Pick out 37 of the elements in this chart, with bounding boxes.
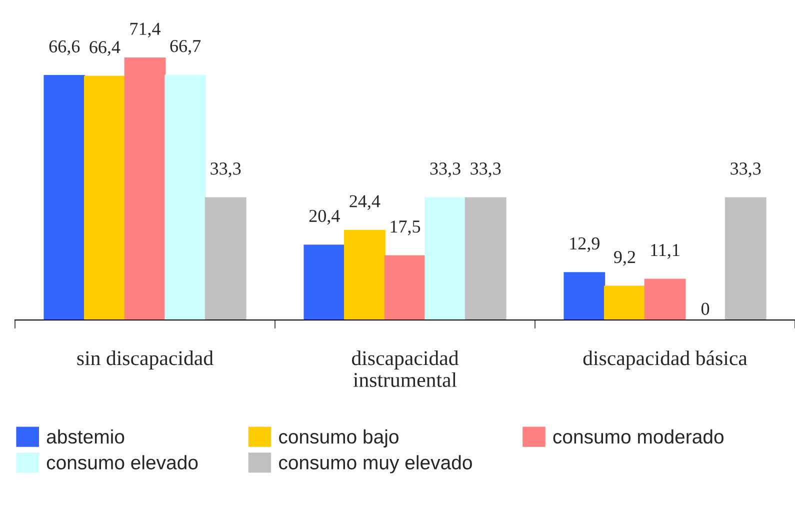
- legend-label: consumo elevado: [46, 455, 198, 470]
- legend-label: consumo moderado: [553, 429, 724, 444]
- data-label: 66,7: [170, 40, 201, 55]
- data-label: 66,6: [49, 40, 80, 56]
- data-label: 17,5: [390, 220, 420, 236]
- bar: [124, 57, 166, 320]
- data-label: 24,4: [350, 195, 380, 210]
- data-label: 9,2: [614, 250, 635, 266]
- bar: [84, 76, 126, 320]
- bar: [604, 286, 646, 320]
- data-label: 33,3: [470, 162, 501, 178]
- data-label: 20,4: [309, 210, 340, 225]
- data-label: 12,9: [570, 237, 600, 252]
- x-tick-label: discapacidad básica: [583, 350, 748, 370]
- data-label: 11,1: [651, 244, 680, 259]
- data-label: 33,3: [210, 162, 241, 178]
- bar: [384, 255, 426, 320]
- data-label: 33,3: [730, 162, 761, 178]
- data-label: 0: [701, 302, 710, 315]
- bar: [424, 197, 466, 320]
- legend-label: abstemio: [46, 429, 124, 444]
- bar: [164, 74, 206, 320]
- bar: [204, 197, 246, 320]
- legend-label: consumo muy elevado: [279, 455, 472, 474]
- data-label: 66,4: [90, 41, 120, 56]
- data-label: 71,4: [130, 22, 161, 38]
- bar: [644, 278, 686, 320]
- bar: [344, 230, 386, 320]
- data-label: 33,3: [430, 162, 460, 178]
- x-tick-label: discapacidad instrumental: [352, 350, 459, 387]
- bar: [464, 197, 506, 320]
- legend-label: consumo bajo: [279, 429, 398, 448]
- x-tick-label: sin discapacidad: [77, 350, 214, 370]
- bar: [724, 197, 766, 320]
- bar: [564, 272, 606, 320]
- bar: [44, 75, 86, 320]
- bar: [304, 244, 346, 320]
